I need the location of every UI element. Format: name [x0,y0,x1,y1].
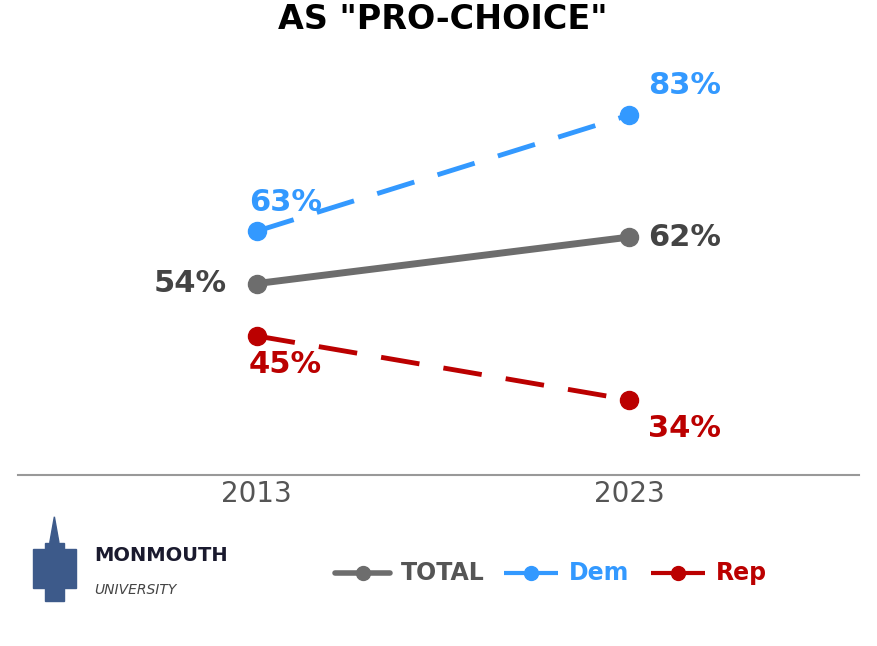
Text: 34%: 34% [648,415,721,443]
Text: TOTAL: TOTAL [401,561,484,585]
Text: 63%: 63% [249,188,322,216]
Text: 83%: 83% [648,72,721,100]
Text: Rep: Rep [716,561,767,585]
Text: Dem: Dem [569,561,630,585]
Text: 62%: 62% [648,223,721,251]
Bar [61,549,76,588]
Text: 2023: 2023 [594,480,665,508]
Text: MONMOUTH: MONMOUTH [95,546,228,565]
Text: UNIVERSITY: UNIVERSITY [95,583,176,598]
Text: 54%: 54% [153,269,226,298]
Bar [33,549,48,588]
Bar [46,543,63,601]
Text: 45%: 45% [249,350,322,379]
Text: 2013: 2013 [221,480,292,508]
Polygon shape [50,517,59,543]
Title: NEW JERSEYANS WHO IDENTIFY
AS "PRO-CHOICE": NEW JERSEYANS WHO IDENTIFY AS "PRO-CHOIC… [145,0,741,36]
